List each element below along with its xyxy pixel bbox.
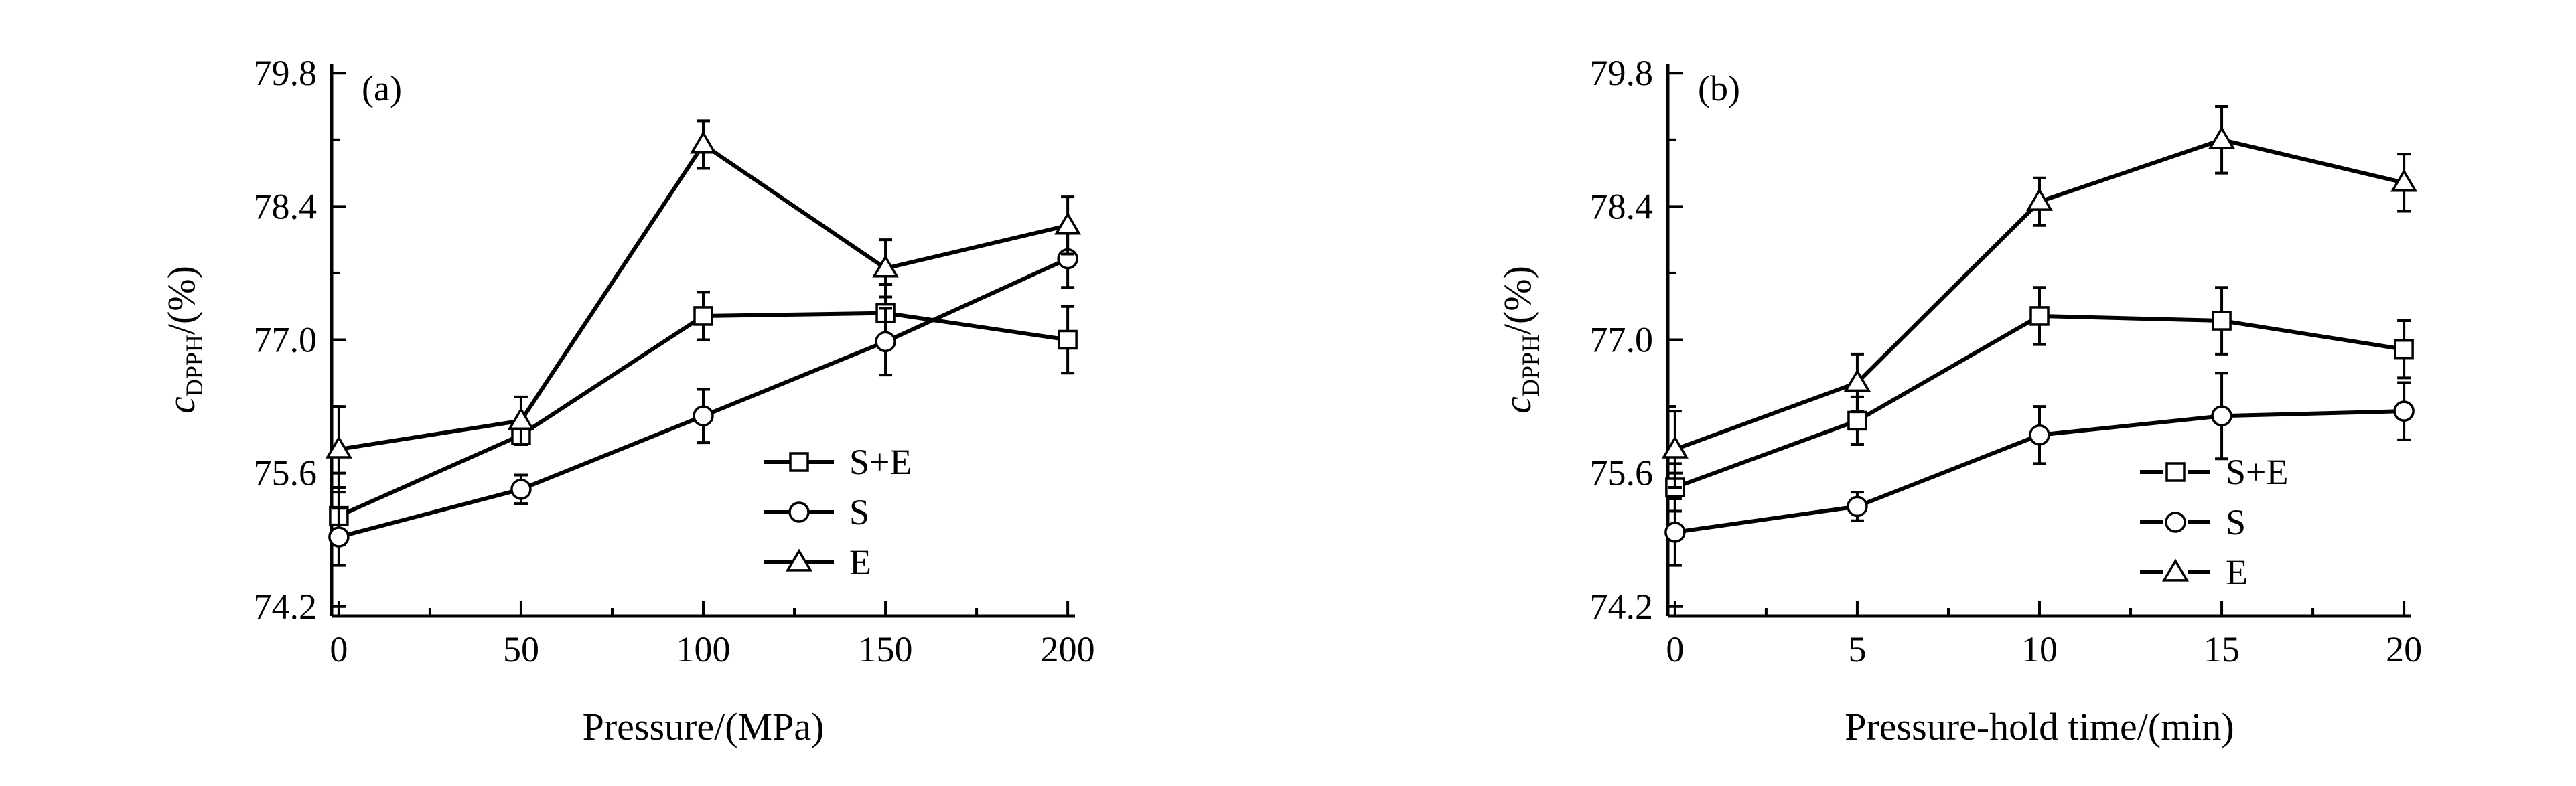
y-tick-label: 78.4	[1590, 186, 1654, 226]
y-tick-label: 75.6	[254, 453, 317, 493]
series-circle	[1664, 372, 2415, 567]
data-point	[2394, 339, 2414, 360]
legend-label: S+E	[849, 442, 912, 482]
data-point	[1664, 522, 1686, 543]
series-square	[1665, 286, 2414, 513]
y-axis-title-tail: /(%)	[1496, 266, 1539, 335]
panel-a: 74.2 75.6 77.0 78.4 79.8 0 50 100 150 200 Pressure…	[159, 53, 1095, 749]
data-point	[2393, 400, 2415, 422]
legend-label: E	[849, 542, 871, 582]
legend-marker	[788, 501, 810, 523]
legend-marker	[2165, 462, 2186, 482]
legend-label: S	[2226, 502, 2246, 542]
y-axis-title-sub: DPPH	[181, 335, 208, 396]
x-tick-label: 200	[1041, 629, 1095, 670]
y-axis-title-sub: DPPH	[1517, 335, 1544, 396]
panel-label: (b)	[1698, 68, 1740, 108]
data-point	[871, 254, 900, 278]
y-axis-title: cDPPH/(%)	[1496, 266, 1544, 414]
data-point	[2390, 169, 2418, 192]
y-axis-title-tail: /(%)	[159, 266, 203, 335]
x-tick-label: 5	[1848, 629, 1866, 670]
data-point	[1847, 495, 1868, 518]
x-tick-label: 15	[2204, 629, 2240, 670]
series-triangle	[325, 119, 1082, 494]
data-point	[2029, 424, 2050, 446]
data-point	[1847, 410, 1867, 431]
data-point	[1843, 369, 1871, 392]
y-tick-label: 74.2	[254, 586, 317, 627]
legend-label: E	[2226, 552, 2248, 593]
data-point	[1054, 212, 1082, 235]
y-tick-label: 77.0	[1590, 320, 1654, 360]
series-circle	[328, 228, 1078, 567]
y-tick-label: 75.6	[1590, 453, 1654, 493]
x-axis-title: Pressure-hold time/(min)	[1845, 705, 2234, 749]
data-point	[2212, 311, 2232, 331]
y-axis-title: cDPPH/(%)	[159, 266, 208, 414]
data-point	[693, 306, 713, 326]
data-point	[693, 405, 714, 427]
x-tick-label: 0	[330, 629, 348, 670]
legend-label: S+E	[2226, 452, 2288, 492]
x-axis-title: Pressure/(MPa)	[583, 705, 825, 749]
legend: S+E SE	[2140, 452, 2288, 593]
panel-b: 74.2 75.6 77.0 78.4 79.8 0 5 10 15 20 Pressure-hol…	[1496, 53, 2422, 749]
legend-marker	[789, 452, 809, 472]
legend-marker	[785, 548, 813, 572]
x-tick-label: 100	[676, 629, 731, 670]
y-axis-title-main: c	[159, 396, 203, 414]
x-tick-label: 0	[1666, 629, 1684, 670]
x-tick-label: 20	[2386, 629, 2422, 670]
data-point	[325, 435, 352, 459]
x-tick-label: 50	[503, 629, 539, 670]
legend: S+E SE	[764, 442, 912, 582]
series-triangle	[1661, 105, 2418, 489]
data-point	[1661, 435, 1689, 459]
y-tick-label: 79.8	[1590, 53, 1654, 93]
x-tick-label: 150	[859, 629, 913, 670]
legend-label: S	[849, 492, 869, 532]
x-tick-label: 10	[2021, 629, 2058, 670]
y-tick-label: 77.0	[254, 320, 317, 360]
y-tick-label: 78.4	[254, 186, 317, 226]
data-point	[2208, 126, 2236, 149]
data-point	[2211, 405, 2232, 427]
data-point	[1058, 329, 1078, 350]
data-point	[689, 131, 717, 154]
y-tick-label: 74.2	[1590, 586, 1654, 627]
panel-label: (a)	[362, 68, 402, 108]
legend-marker	[2165, 512, 2186, 533]
legend-marker	[2161, 558, 2190, 582]
data-point	[2025, 187, 2054, 211]
data-point	[510, 479, 532, 500]
data-point	[2029, 306, 2050, 326]
data-point	[875, 331, 896, 353]
data-point	[507, 406, 535, 430]
y-tick-label: 79.8	[254, 53, 317, 93]
y-axis-title-main: c	[1496, 396, 1539, 414]
data-point	[328, 526, 350, 548]
